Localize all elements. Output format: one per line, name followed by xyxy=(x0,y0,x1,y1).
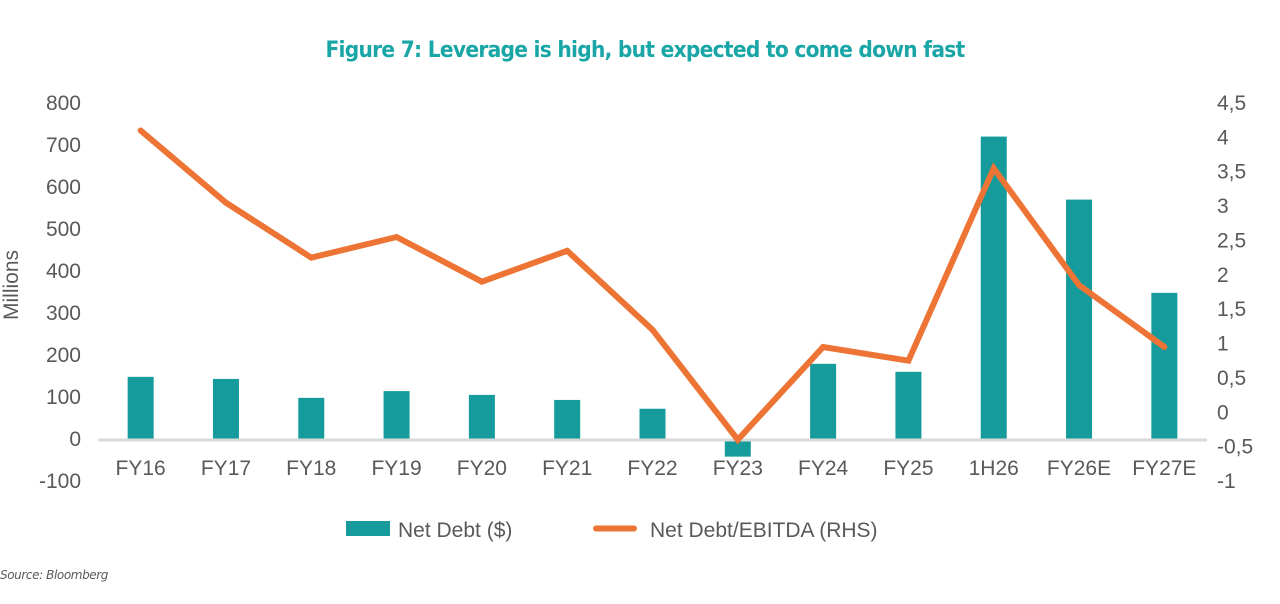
bar-fy27e xyxy=(1151,292,1178,439)
x-tick-label: FY18 xyxy=(286,457,336,480)
y2-tick-label: 0,5 xyxy=(1217,367,1246,390)
legend: Net Debt ($) Net Debt/EBITDA (RHS) xyxy=(346,519,878,542)
x-tick-label: FY27E xyxy=(1132,457,1196,480)
y2-tick-label: 3,5 xyxy=(1217,161,1246,184)
legend-swatch-net-debt xyxy=(346,521,390,536)
bar-fy19 xyxy=(383,391,410,439)
bar-fy16 xyxy=(127,376,154,439)
y2-tick-label: 4,5 xyxy=(1217,92,1246,115)
y2-tick-label: 4 xyxy=(1217,126,1229,149)
y2-axis-ticks: 4,5 4 3,5 3 2,5 2 1,5 1 0,5 0 -0,5 -1 xyxy=(1217,92,1253,493)
x-tick-label: FY16 xyxy=(116,457,166,480)
bar-fy18 xyxy=(298,397,325,439)
x-tick-label: FY26E xyxy=(1047,457,1111,480)
x-tick-label: 1H26 xyxy=(969,457,1019,480)
y-axis-label: Millions xyxy=(0,250,23,320)
bar-series xyxy=(127,136,1178,457)
y-tick-label: 200 xyxy=(46,344,81,367)
bar-fy23 xyxy=(724,439,751,457)
chart-title: Figure 7: Leverage is high, but expected… xyxy=(325,38,965,63)
legend-label-net-debt: Net Debt ($) xyxy=(398,519,512,542)
x-tick-label: FY24 xyxy=(798,457,849,480)
y-tick-label: 700 xyxy=(46,134,81,157)
y-tick-label: 100 xyxy=(46,386,81,409)
bar-fy20 xyxy=(468,394,495,439)
y-axis-ticks: 800 700 600 500 400 300 200 100 0 -100 xyxy=(39,92,81,493)
y-tick-label: 500 xyxy=(46,218,81,241)
y-tick-label: 400 xyxy=(46,260,81,283)
line-series-net-debt-ebitda xyxy=(137,127,1168,445)
bar-fy17 xyxy=(212,378,239,439)
y2-tick-label: -1 xyxy=(1217,470,1236,493)
x-tick-label: FY19 xyxy=(371,457,421,480)
x-tick-label: FY17 xyxy=(201,457,251,480)
y-tick-label: 300 xyxy=(46,302,81,325)
bar-fy21 xyxy=(554,399,581,439)
source-note: Source: Bloomberg xyxy=(0,568,109,582)
bar-fy26e xyxy=(1066,199,1093,439)
x-tick-label: FY23 xyxy=(713,457,763,480)
y2-tick-label: 1 xyxy=(1217,333,1229,356)
x-tick-label: FY22 xyxy=(627,457,677,480)
y-tick-label: 800 xyxy=(46,92,81,115)
y-tick-label: 600 xyxy=(46,176,81,199)
x-tick-label: FY25 xyxy=(883,457,933,480)
bar-fy25 xyxy=(895,371,922,439)
y2-tick-label: 0 xyxy=(1217,401,1229,424)
bar-fy24 xyxy=(810,363,837,439)
y2-tick-label: 1,5 xyxy=(1217,298,1246,321)
y2-tick-label: 3 xyxy=(1217,195,1229,218)
y2-tick-label: 2,5 xyxy=(1217,229,1246,252)
x-axis-ticks: FY16 FY17 FY18 FY19 FY20 FY21 FY22 FY23 FY24 FY25… xyxy=(116,457,1197,480)
y2-tick-label: -0,5 xyxy=(1217,436,1253,459)
legend-label-net-debt-ebitda: Net Debt/EBITDA (RHS) xyxy=(650,519,878,542)
x-tick-label: FY21 xyxy=(542,457,592,480)
y2-tick-label: 2 xyxy=(1217,264,1229,287)
x-tick-label: FY20 xyxy=(457,457,507,480)
bar-fy22 xyxy=(639,408,666,439)
y-tick-label: 0 xyxy=(69,428,81,451)
y-tick-label: -100 xyxy=(39,470,81,493)
